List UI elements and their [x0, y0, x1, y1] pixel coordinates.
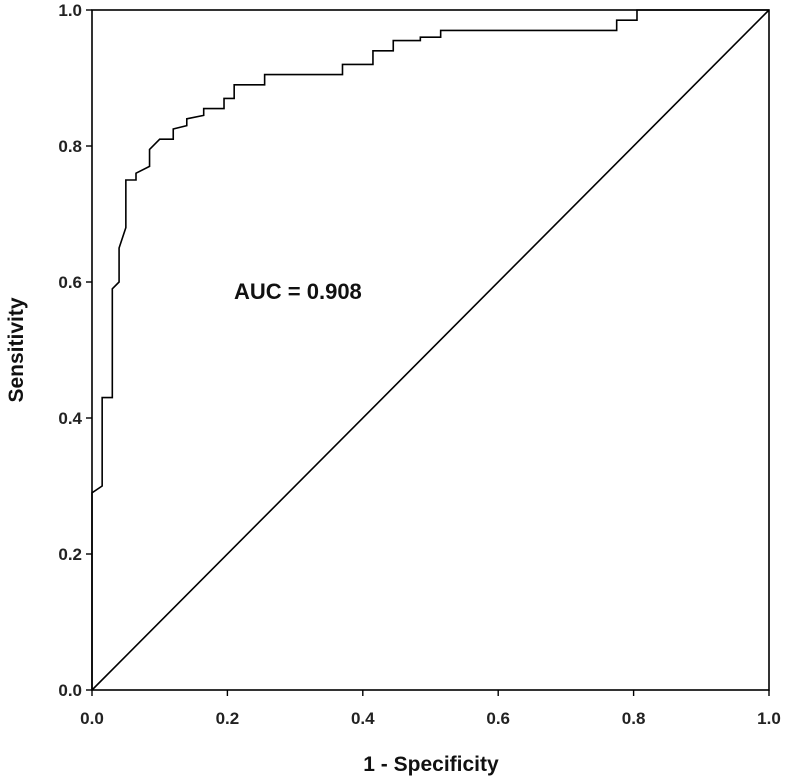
y-axis-title: Sensitivity: [5, 297, 28, 402]
x-axis-title: 1 - Specificity: [363, 753, 499, 776]
roc-curve-line: [91, 9, 769, 690]
x-tick-label: 0.8: [622, 709, 646, 728]
plot-border: [91, 9, 770, 691]
x-tick-label: 0.0: [80, 709, 104, 728]
y-tick-label: 0.8: [58, 137, 82, 156]
ticks-layer: 0.0 0.2 0.4 0.6 0.8 1.0 0.0 0.2 0.4 0.6 0.8 1.0: [58, 1, 780, 728]
y-tick-label: 0.0: [58, 681, 82, 700]
y-tick-label: 0.4: [58, 409, 82, 428]
series-layer: [91, 9, 770, 691]
x-tick-label: 0.2: [216, 709, 240, 728]
x-tick-label: 0.6: [486, 709, 510, 728]
y-tick-label: 0.2: [58, 545, 82, 564]
y-tick-label: 1.0: [58, 1, 82, 20]
x-tick-label: 1.0: [757, 709, 781, 728]
x-tick-label: 0.4: [351, 709, 375, 728]
y-tick-label: 0.6: [58, 273, 82, 292]
auc-annotation: AUC = 0.908: [234, 279, 362, 304]
plot-area: [91, 9, 770, 691]
reference-diagonal-line: [91, 9, 770, 691]
